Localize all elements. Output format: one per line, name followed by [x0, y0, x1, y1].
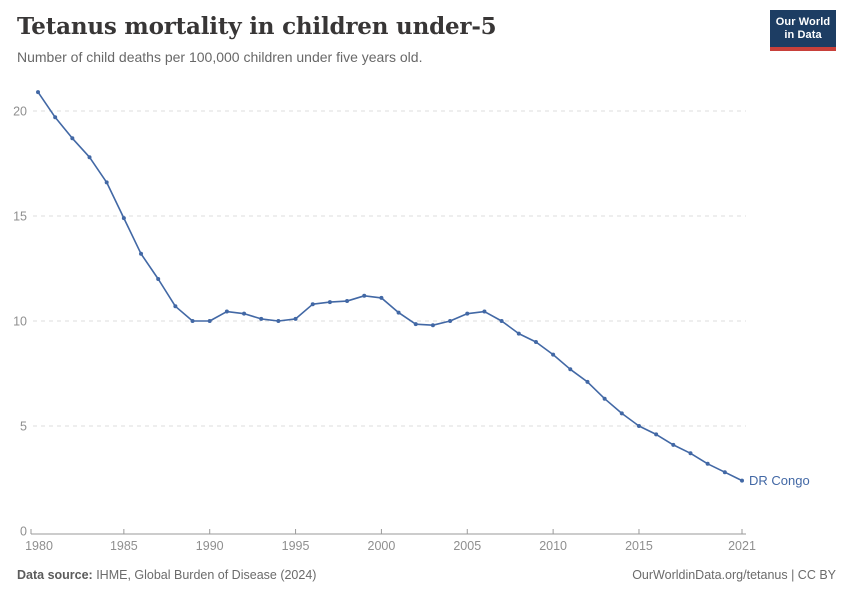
data-point — [396, 310, 401, 315]
data-point — [345, 299, 350, 304]
x-axis-tick-label: 2021 — [728, 539, 756, 553]
data-point — [482, 309, 487, 314]
y-axis-tick-label: 10 — [13, 315, 27, 329]
data-point — [207, 319, 212, 323]
owid-logo: Our World in Data — [770, 10, 836, 51]
data-point — [602, 396, 607, 401]
data-point — [259, 316, 264, 321]
data-point — [413, 322, 418, 327]
x-axis-tick-label: 2015 — [625, 539, 653, 553]
data-point — [53, 115, 58, 120]
data-point — [379, 295, 384, 300]
y-axis-tick-label: 5 — [20, 420, 27, 434]
data-point — [636, 424, 641, 428]
data-point — [740, 478, 744, 483]
chart-footer: Data source: IHME, Global Burden of Dise… — [17, 568, 836, 582]
data-point — [190, 319, 195, 323]
data-point — [104, 180, 109, 185]
data-source: Data source: IHME, Global Burden of Dise… — [17, 568, 316, 582]
chart-header: Tetanus mortality in children under-5 Nu… — [17, 13, 737, 65]
data-point — [654, 432, 659, 437]
data-point — [688, 451, 693, 456]
data-point — [722, 470, 727, 475]
page-subtitle: Number of child deaths per 100,000 child… — [17, 49, 423, 65]
data-point — [156, 277, 161, 281]
x-axis-tick-label: 2010 — [539, 539, 567, 553]
data-point — [619, 411, 624, 416]
x-axis-tick-label: 1980 — [25, 539, 53, 553]
data-point — [36, 90, 40, 95]
data-point — [430, 323, 435, 328]
page-title: Tetanus mortality in children under-5 — [17, 13, 497, 40]
y-axis-tick-label: 0 — [20, 525, 27, 539]
data-point — [362, 293, 367, 298]
data-point — [551, 352, 556, 357]
data-point — [87, 155, 92, 160]
data-point — [533, 340, 538, 344]
data-point — [516, 331, 521, 336]
data-point — [121, 216, 126, 221]
x-axis-tick-label: 1985 — [110, 539, 138, 553]
logo-text-line1: Our World — [775, 15, 831, 28]
data-point — [568, 367, 573, 372]
data-point — [327, 300, 332, 305]
data-point — [671, 442, 676, 447]
x-axis-tick-label: 1990 — [196, 539, 224, 553]
data-point — [70, 136, 75, 141]
x-axis-tick-label: 1995 — [282, 539, 310, 553]
data-point — [224, 309, 229, 314]
data-source-text: IHME, Global Burden of Disease (2024) — [92, 568, 317, 582]
data-source-label: Data source: — [17, 568, 93, 582]
y-axis-tick-label: 15 — [13, 210, 27, 224]
entity-label-dr-congo: DR Congo — [749, 473, 810, 488]
x-axis-tick-label: 2005 — [453, 539, 481, 553]
data-point — [585, 379, 590, 384]
data-line-dr-congo — [37, 91, 743, 482]
data-point — [242, 311, 247, 316]
data-point — [293, 316, 298, 321]
x-axis-tick-label: 2000 — [368, 539, 396, 553]
data-point — [465, 311, 470, 316]
data-point — [276, 319, 281, 323]
data-point — [139, 251, 144, 256]
logo-text-line2: in Data — [784, 28, 822, 41]
data-point — [705, 461, 710, 466]
data-point — [173, 304, 178, 309]
data-point — [310, 302, 315, 307]
y-axis-tick-label: 20 — [13, 105, 27, 119]
footer-link: OurWorldinData.org/tetanus | CC BY — [632, 568, 836, 582]
data-point — [448, 319, 453, 323]
data-point — [499, 319, 504, 323]
